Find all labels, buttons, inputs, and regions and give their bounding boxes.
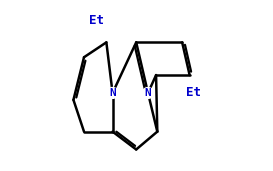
- Text: N: N: [145, 88, 151, 98]
- Text: Et: Et: [186, 86, 201, 100]
- Circle shape: [143, 88, 153, 98]
- Circle shape: [107, 88, 118, 98]
- Text: N: N: [109, 88, 116, 98]
- Text: Et: Et: [89, 14, 104, 27]
